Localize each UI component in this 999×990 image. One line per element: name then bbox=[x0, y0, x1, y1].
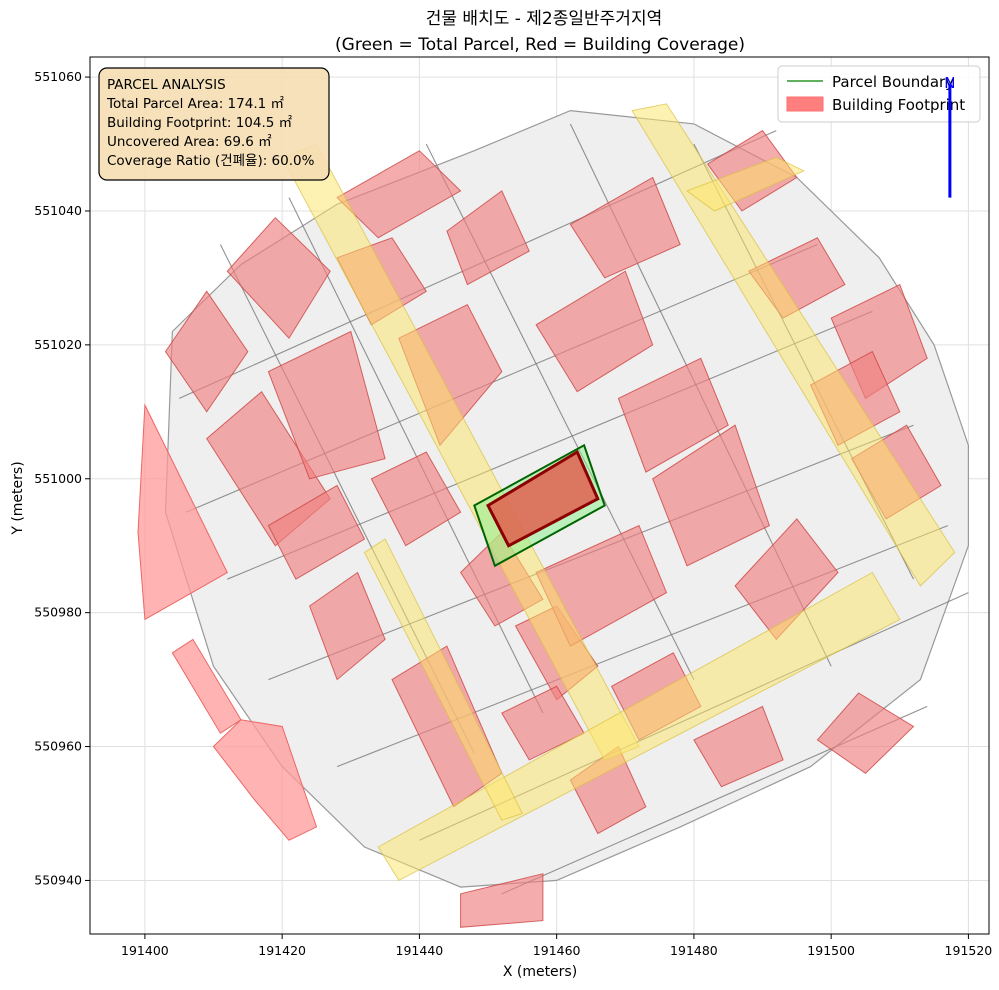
building-footprint bbox=[693, 705, 784, 788]
target-building bbox=[486, 449, 600, 548]
road bbox=[631, 103, 956, 587]
info-uncovered: Uncovered Area: 69.6 ㎡ bbox=[107, 134, 272, 150]
y-tick-label: 550940 bbox=[34, 872, 82, 887]
building-footprint bbox=[569, 176, 681, 279]
chart-title-line2: (Green = Total Parcel, Red = Building Co… bbox=[335, 35, 745, 55]
building-footprint bbox=[370, 451, 462, 547]
building-footprint bbox=[267, 484, 366, 580]
building-footprint bbox=[226, 216, 331, 340]
north-arrow: N bbox=[944, 74, 956, 198]
x-tick-label: 191520 bbox=[945, 943, 993, 958]
building-footprint bbox=[267, 330, 386, 480]
y-tick-label: 551000 bbox=[34, 471, 82, 486]
building-footprint bbox=[734, 518, 839, 641]
x-tick-label: 191500 bbox=[807, 943, 855, 958]
legend-parcel-label: Parcel Boundary bbox=[832, 73, 954, 91]
building-footprint bbox=[446, 190, 530, 286]
legend-building-swatch bbox=[786, 96, 824, 112]
chart-title-line1: 건물 배치도 - 제2종일반주거지역 bbox=[426, 9, 662, 29]
info-heading: PARCEL ANALYSIS bbox=[107, 77, 226, 93]
building-footprint bbox=[535, 270, 654, 393]
legend-frame bbox=[777, 65, 981, 123]
road bbox=[363, 538, 524, 821]
map-layer bbox=[137, 103, 970, 928]
ticks-layer: 191400 191420 191440 191460 191480 191500 1915… bbox=[34, 69, 992, 958]
y-tick-label: 551040 bbox=[34, 203, 82, 218]
y-tick-label: 551020 bbox=[34, 337, 82, 352]
building-footprint bbox=[816, 692, 915, 774]
building-footprint bbox=[617, 357, 729, 473]
legend: Parcel Boundary Building Footprint bbox=[777, 65, 981, 123]
y-tick-label: 550960 bbox=[34, 739, 82, 754]
building-footprint bbox=[652, 424, 771, 567]
y-tick-label: 550980 bbox=[34, 605, 82, 620]
north-arrow-label: N bbox=[944, 74, 955, 92]
building-footprint bbox=[308, 571, 386, 681]
x-tick-label: 191440 bbox=[396, 943, 444, 958]
info-coverage-ratio: Coverage Ratio (건폐율): 60.0% bbox=[107, 153, 315, 169]
building-footprint bbox=[460, 873, 544, 928]
info-total-area: Total Parcel Area: 174.1 ㎡ bbox=[106, 96, 284, 112]
x-tick-label: 191420 bbox=[258, 943, 306, 958]
outside-building bbox=[212, 719, 318, 841]
x-tick-label: 191460 bbox=[533, 943, 581, 958]
x-axis-label: X (meters) bbox=[503, 964, 577, 980]
x-tick-label: 191400 bbox=[121, 943, 169, 958]
outside-building bbox=[137, 403, 228, 621]
building-footprint bbox=[336, 150, 462, 239]
parcel-lot-line bbox=[288, 197, 544, 714]
legend-building-label: Building Footprint bbox=[832, 96, 965, 114]
y-tick-label: 551060 bbox=[34, 69, 82, 84]
info-box-background bbox=[98, 67, 330, 181]
road bbox=[685, 156, 805, 212]
parcel-analysis-box: PARCEL ANALYSIS Total Parcel Area: 174.1… bbox=[98, 67, 330, 181]
building-footprint bbox=[164, 290, 249, 413]
y-axis-label: Y (meters) bbox=[10, 461, 26, 535]
x-tick-label: 191480 bbox=[670, 943, 718, 958]
plot-frame bbox=[89, 56, 990, 935]
info-footprint: Building Footprint: 104.5 ㎡ bbox=[107, 115, 293, 131]
